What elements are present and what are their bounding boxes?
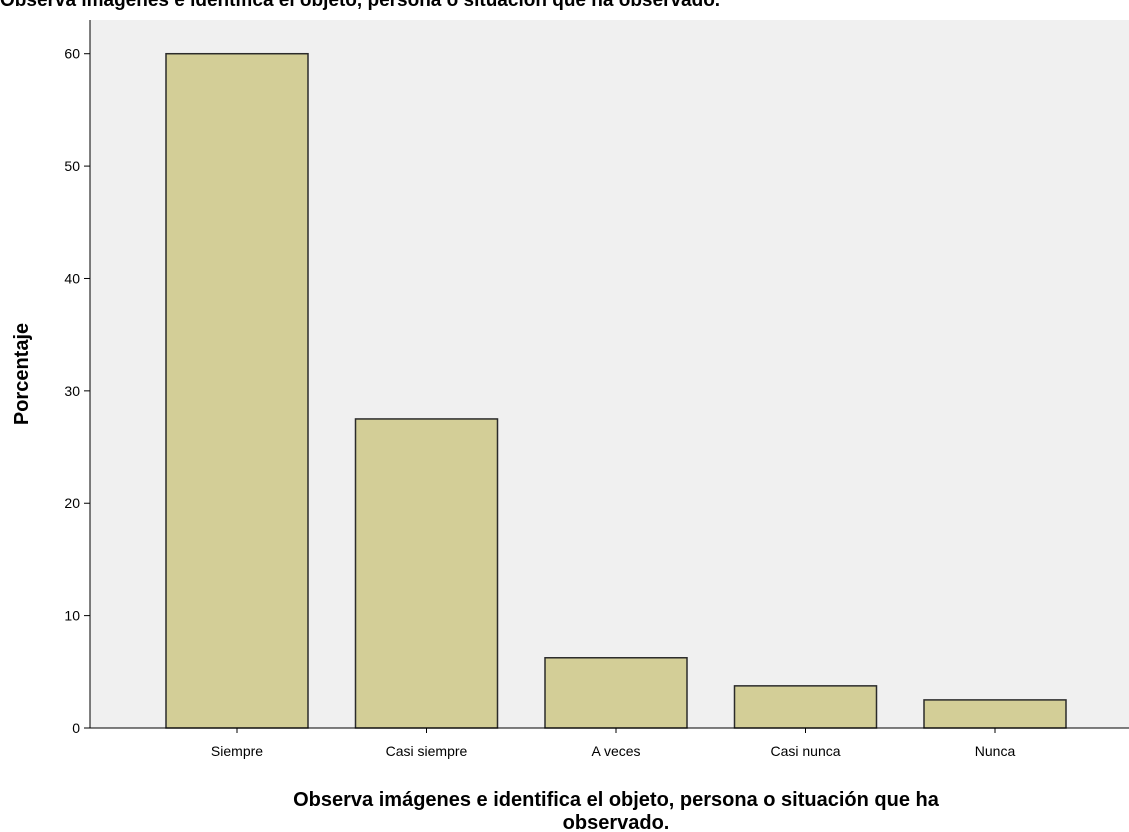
bar-siempre xyxy=(165,52,309,729)
bar-nunca xyxy=(923,699,1067,729)
y-axis-title: Porcentaje xyxy=(11,323,33,425)
x-tick-label: Nunca xyxy=(975,743,1016,759)
bar-casi-nunca xyxy=(733,685,878,729)
y-tick-label: 10 xyxy=(64,608,80,624)
y-tick-label: 0 xyxy=(72,720,80,736)
x-tick-label: Siempre xyxy=(211,743,263,759)
x-tick-label: Casi siempre xyxy=(386,743,468,759)
x-axis-title-line-1: Observa imágenes e identifica el objeto,… xyxy=(293,789,940,811)
x-axis-title-line-2: observado. xyxy=(563,812,670,832)
y-tick-label: 40 xyxy=(64,270,80,286)
x-tick-label: A veces xyxy=(591,743,640,759)
y-tick-label: 60 xyxy=(64,46,80,62)
y-axis-ticks: 0 10 20 30 40 50 60 xyxy=(64,46,90,736)
bar-casi-siempre xyxy=(354,418,499,729)
y-tick-label: 50 xyxy=(64,158,80,174)
y-tick-label: 20 xyxy=(64,495,80,511)
bar-a-veces xyxy=(544,657,688,729)
x-tick-label: Casi nunca xyxy=(770,743,840,759)
chart-title: Observa imágenes e identifica el objeto,… xyxy=(0,0,720,11)
x-axis-ticks: Siempre Casi siempre A veces Casi nunca Nunc… xyxy=(211,728,1016,759)
y-tick-label: 30 xyxy=(64,383,80,399)
